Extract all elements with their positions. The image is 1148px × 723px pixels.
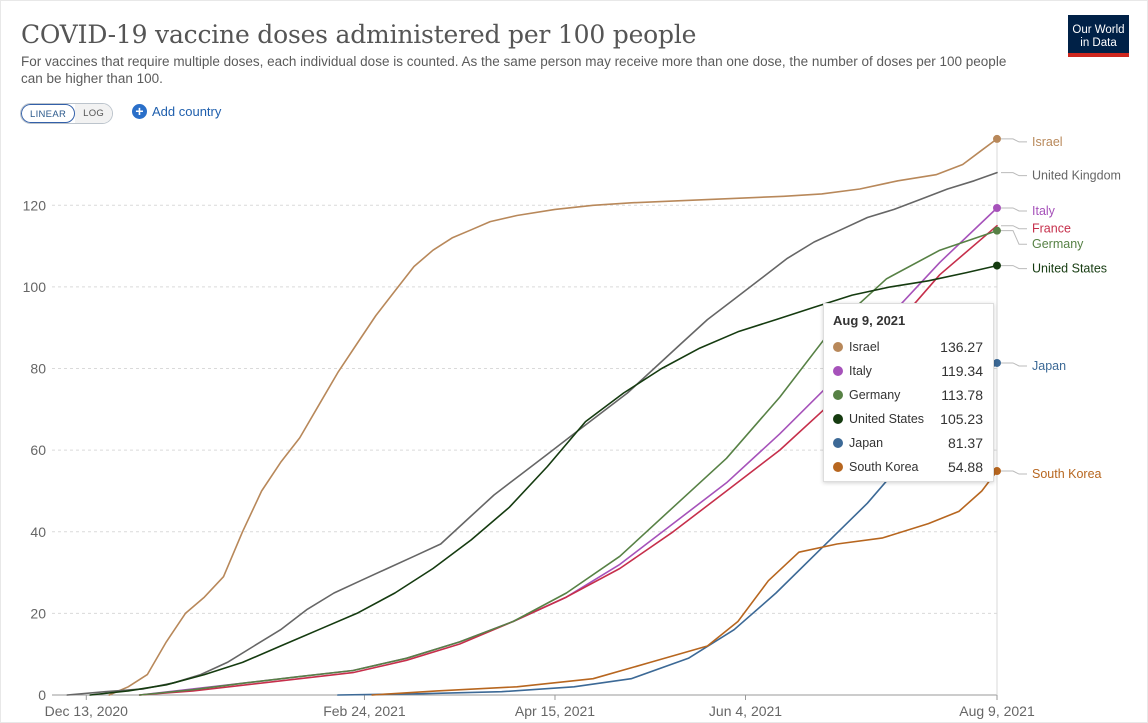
tooltip-name-israel: Israel [849, 340, 880, 354]
plus-circle-icon: + [132, 104, 147, 119]
x-tick-label-1: Feb 24, 2021 [323, 703, 406, 719]
end-dot-italy [993, 203, 1001, 212]
tooltip-row-germany: Germany 113.78 [833, 383, 983, 407]
series-line-israel [108, 138, 998, 696]
end-label-israel: Israel [1032, 135, 1063, 149]
series-line-united-kingdom [66, 171, 998, 696]
leader-line-south-korea [1001, 470, 1027, 475]
chart-title: COVID-19 vaccine doses administered per … [21, 20, 697, 49]
end-dot-israel [993, 134, 1001, 143]
x-tick-label-3: Jun 4, 2021 [709, 703, 782, 719]
tooltip-row-italy: Italy 119.34 [833, 359, 983, 383]
tooltip-value-germany: 113.78 [941, 387, 983, 403]
y-tick-label-100: 100 [23, 279, 47, 295]
leader-line-united-kingdom [1001, 172, 1027, 177]
end-label-united-kingdom: United Kingdom [1032, 169, 1121, 183]
log-scale-button[interactable]: LOG [75, 104, 113, 123]
tooltip-row-japan: Japan 81.37 [833, 431, 983, 455]
end-label-south-korea: South Korea [1032, 467, 1102, 481]
tooltip-name-italy: Italy [849, 364, 872, 378]
leader-line-united-states [1001, 265, 1027, 270]
y-tick-label-80: 80 [30, 361, 46, 377]
end-dot-united-states [993, 261, 1001, 270]
leader-line-japan [1001, 362, 1027, 367]
leader-line-italy [1001, 207, 1027, 212]
chart-subtitle: For vaccines that require multiple doses… [21, 54, 1007, 86]
y-tick-label-0: 0 [38, 687, 46, 703]
x-tick-label-0: Dec 13, 2020 [45, 703, 128, 719]
owid-logo[interactable]: Our World in Data [1068, 15, 1129, 57]
x-tick-label-2: Apr 15, 2021 [515, 703, 595, 719]
y-tick-label-40: 40 [30, 524, 46, 540]
end-label-japan: Japan [1032, 359, 1066, 373]
end-dot-germany [993, 226, 1001, 235]
tooltip-row-israel: Israel 136.27 [833, 335, 983, 359]
logo-line-1: Our World [1072, 24, 1125, 36]
end-label-germany: Germany [1032, 237, 1084, 251]
tooltip-name-south-korea: South Korea [849, 460, 919, 474]
end-label-italy: Italy [1032, 204, 1056, 218]
tooltip-row-south-korea: South Korea 54.88 [833, 455, 983, 479]
scale-toggle: LINEAR LOG [20, 103, 114, 124]
tooltip-dot-germany [833, 390, 843, 400]
y-tick-label-60: 60 [30, 442, 46, 458]
tooltip-date: Aug 9, 2021 [833, 313, 906, 328]
tooltip-value-united-states: 105.23 [940, 411, 983, 427]
tooltip-dot-japan [833, 438, 843, 448]
logo-line-2: in Data [1080, 37, 1117, 49]
tooltip-dot-south-korea [833, 462, 843, 472]
end-dot-japan [993, 358, 1001, 367]
leader-line-france [1001, 225, 1027, 230]
tooltip-dot-italy [833, 366, 843, 376]
tooltip: Aug 9, 2021 Israel 136.27 Italy 119.34 G… [823, 303, 994, 482]
end-label-united-states: United States [1032, 262, 1107, 276]
end-dot-south-korea [993, 467, 1001, 476]
leader-line-germany [1001, 230, 1027, 245]
tooltip-name-united-states: United States [849, 412, 925, 426]
tooltip-dot-israel [833, 342, 843, 352]
y-tick-label-20: 20 [30, 605, 46, 621]
add-country-label: Add country [152, 104, 222, 119]
tooltip-name-germany: Germany [849, 388, 901, 402]
linear-scale-button[interactable]: LINEAR [21, 104, 76, 123]
tooltip-row-united-states: United States 105.23 [833, 407, 983, 431]
tooltip-value-israel: 136.27 [940, 339, 983, 355]
tooltip-value-italy: 119.34 [941, 363, 983, 379]
series-line-south-korea [371, 470, 998, 696]
x-tick-label-4: Aug 9, 2021 [959, 703, 1035, 719]
series-line-united-states [89, 264, 998, 696]
tooltip-name-japan: Japan [849, 436, 884, 450]
end-label-france: France [1032, 222, 1071, 236]
leader-line-israel [1001, 138, 1027, 143]
y-tick-label-120: 120 [23, 197, 47, 213]
tooltip-dot-united-states [833, 414, 843, 424]
tooltip-value-south-korea: 54.88 [947, 459, 983, 475]
add-country-button[interactable]: + Add country [132, 104, 221, 119]
tooltip-value-japan: 81.37 [947, 435, 983, 451]
